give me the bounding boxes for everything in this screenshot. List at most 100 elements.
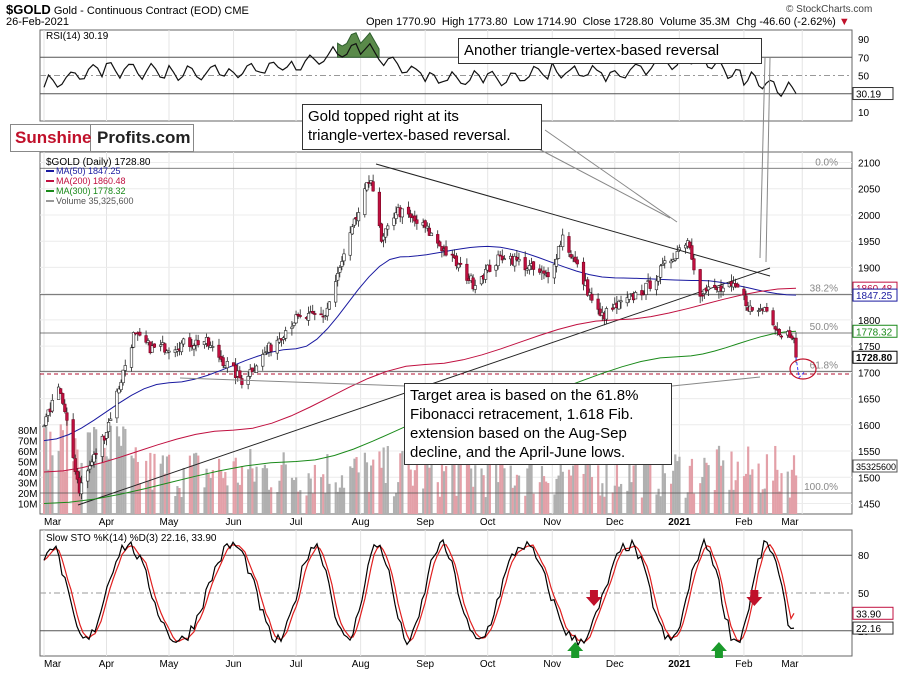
- volume-bar: [438, 496, 441, 514]
- pointer-top-right-b: [765, 57, 771, 263]
- price-y-tick-label: 1750: [858, 342, 881, 353]
- volume-bar: [353, 458, 356, 514]
- volume-bar: [247, 469, 250, 514]
- stoch-x-tick-label: Jul: [290, 659, 303, 670]
- volume-bar: [538, 482, 541, 514]
- volume-bar: [367, 491, 371, 514]
- price-y-tick-label: 1450: [858, 500, 881, 511]
- rsi-y-tick-label: 70: [858, 53, 870, 64]
- candle-body: [706, 286, 711, 291]
- candle-body: [119, 381, 123, 391]
- candle-body: [498, 254, 502, 257]
- symbol: $GOLD: [6, 2, 51, 17]
- volume-bar: [453, 462, 456, 514]
- volume-tick-label: 10M: [18, 500, 37, 511]
- pointer-target-b: [671, 376, 761, 387]
- stoch-d-last-box: [852, 606, 894, 620]
- candle-body: [515, 256, 519, 261]
- volume-bar: [647, 457, 650, 514]
- volume-bar: [382, 447, 385, 514]
- volume-bar: [703, 457, 706, 514]
- volume-bar: [613, 485, 616, 514]
- candle-body: [377, 191, 381, 227]
- volume-bar: [370, 465, 373, 514]
- volume-bar: [495, 446, 498, 514]
- volume-bar: [292, 480, 296, 514]
- volume-bar: [122, 426, 125, 514]
- price-x-tick-label: Jun: [225, 517, 241, 528]
- candle-body: [625, 297, 629, 304]
- close-label: Close: [582, 16, 611, 28]
- volume-bar: [465, 453, 469, 514]
- candle-body: [744, 295, 748, 306]
- stoch-k-last-value: 22.16: [856, 624, 881, 635]
- volume-tick-label: 20M: [18, 489, 37, 500]
- stoch-d-line: [43, 543, 795, 644]
- fibonacci-levels: 0.0% 38.2% 50.0% 61.8% 100.0%: [40, 157, 852, 494]
- price-y-tick-label: 2100: [858, 158, 881, 169]
- candle-body: [688, 241, 692, 248]
- volume-bar: [299, 490, 302, 514]
- price-y-tick-label: 1650: [858, 395, 881, 406]
- candle-body: [471, 277, 475, 290]
- candle-body: [296, 313, 300, 317]
- volume-bar: [440, 459, 444, 514]
- volume-bar: [49, 431, 52, 514]
- volume-bar: [670, 483, 673, 514]
- fib-level-label: 38.2%: [810, 284, 838, 295]
- volume-bar: [355, 457, 358, 514]
- volume-bar: [778, 491, 781, 514]
- volume-bar: [120, 445, 123, 514]
- candle-body: [294, 314, 298, 324]
- volume-bar: [163, 473, 167, 514]
- candle-body: [736, 283, 740, 288]
- price-y-tick-label: 1800: [858, 316, 881, 327]
- low-value: 1714.90: [536, 16, 577, 28]
- volume-bar: [295, 477, 298, 514]
- volume-bar: [249, 448, 252, 514]
- stoch-x-tick-label: May: [160, 659, 179, 670]
- volume-bar: [459, 446, 462, 514]
- callout-target-line2: Fibonacci retracement, 1.618 Fib.: [410, 406, 634, 423]
- close-value: 1728.80: [613, 16, 654, 28]
- volume-bar: [188, 455, 192, 514]
- volume-bar: [659, 496, 662, 514]
- volume-bar: [282, 452, 285, 514]
- candle-body: [181, 338, 186, 345]
- candle-body: [627, 293, 631, 300]
- candle-body: [413, 215, 417, 222]
- volume-bar: [324, 493, 327, 514]
- volume-bar: [715, 449, 719, 514]
- volume-bar: [442, 471, 446, 514]
- volume-bar: [501, 448, 504, 514]
- price-x-tick-label: May: [160, 517, 179, 528]
- candle-body: [59, 388, 63, 394]
- volume-bar: [605, 454, 608, 514]
- candle-body: [692, 258, 696, 271]
- candle-body: [225, 361, 229, 369]
- candle-body: [379, 223, 384, 242]
- price-x-tick-label: Feb: [735, 517, 753, 528]
- stoch-y-tick-label: 50: [858, 589, 870, 600]
- volume-bar: [720, 465, 723, 514]
- volume-bar: [365, 462, 369, 514]
- candle-body: [61, 393, 65, 404]
- stoch-x-tick-label: 2021: [668, 659, 691, 670]
- volume-bar: [428, 467, 431, 514]
- volume-bar: [692, 493, 696, 514]
- callout-mid-line1: Gold topped right at its: [308, 108, 459, 125]
- candle-body: [319, 313, 323, 316]
- volume-bar: [690, 458, 694, 514]
- volume-bar: [467, 462, 471, 514]
- candle-body: [773, 326, 777, 330]
- volume-bar: [763, 488, 766, 514]
- candle-body: [794, 337, 798, 358]
- stochastic-markers: [567, 590, 763, 658]
- candle-body: [604, 308, 609, 320]
- volume-bar: [765, 454, 769, 514]
- volume-bar: [57, 450, 60, 514]
- candle-body: [192, 345, 196, 350]
- last-value-label: 1847.25: [856, 291, 893, 302]
- volume-bars: [43, 419, 798, 514]
